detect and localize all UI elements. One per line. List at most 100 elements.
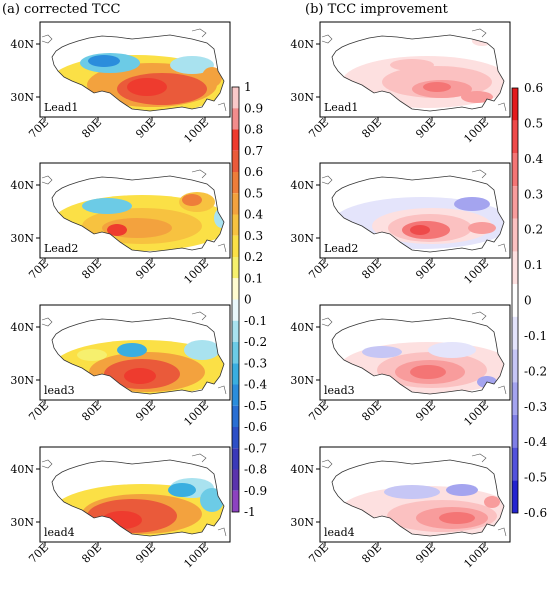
colorbar-label: -0.3 bbox=[524, 400, 547, 414]
lat-tick-label: 40N bbox=[10, 38, 34, 51]
lon-tick-label: 90E bbox=[133, 399, 158, 424]
lon-tick-label: 90E bbox=[413, 257, 438, 282]
colorbar-label: -0.1 bbox=[244, 314, 267, 328]
map-panel-right-2: Lead2 40N 30N 70E 80E 90E 100E bbox=[290, 162, 511, 287]
lat-tick-label: 30N bbox=[290, 374, 314, 387]
lat-tick-label: 40N bbox=[290, 321, 314, 334]
colorbar-swatch bbox=[232, 448, 239, 470]
lon-tick-label: 80E bbox=[79, 399, 104, 424]
panels: Lead1 40N 30N 70E 80E 90E 100E Lead1 40N 30N 70E 80… bbox=[10, 21, 511, 571]
colorbar-swatch bbox=[232, 87, 239, 109]
colorbar-label: 0 bbox=[244, 293, 252, 307]
lead-label: Lead2 bbox=[324, 242, 358, 255]
lat-tick-label: 30N bbox=[10, 91, 34, 104]
colorbar-label: -0.6 bbox=[524, 506, 547, 520]
lat-tick-label: 30N bbox=[290, 91, 314, 104]
colorbar-swatch bbox=[512, 349, 518, 383]
lead-label: lead3 bbox=[324, 384, 355, 397]
colorbar-label: -0.4 bbox=[524, 435, 548, 449]
colorbar-swatch bbox=[232, 384, 239, 406]
colorbar-swatch bbox=[232, 405, 239, 427]
lon-tick-label: 70E bbox=[26, 399, 51, 424]
colorbar-label: 0.5 bbox=[244, 186, 263, 200]
map-panel-left-4: lead4 40N 30N 70E 80E 90E 100E bbox=[10, 446, 231, 571]
colorbar-label: -0.4 bbox=[244, 378, 268, 392]
colorbar-swatch bbox=[512, 284, 518, 317]
colorbar-label: -0.6 bbox=[244, 420, 267, 434]
lat-tick-label: 30N bbox=[10, 374, 34, 387]
colorbar-label: -0.9 bbox=[244, 484, 267, 498]
colorbar-label: 1 bbox=[244, 80, 252, 94]
lon-tick-label: 90E bbox=[133, 257, 158, 282]
colorbar-label: 0.9 bbox=[244, 101, 263, 115]
lon-tick-label: 90E bbox=[133, 116, 158, 141]
colorbar-label: 0.8 bbox=[244, 123, 263, 137]
map-panel-left-1: Lead1 40N 30N 70E 80E 90E 100E bbox=[10, 21, 231, 146]
colorbar-swatch bbox=[512, 447, 518, 481]
colorbar-label: 0.2 bbox=[524, 223, 543, 237]
lead-label: Lead1 bbox=[44, 101, 78, 114]
colorbar-swatch bbox=[232, 490, 239, 512]
lead-label: Lead1 bbox=[324, 101, 358, 114]
lon-tick-label: 100E bbox=[461, 257, 491, 287]
colorbar-swatch bbox=[232, 342, 239, 364]
lon-tick-label: 80E bbox=[359, 116, 384, 141]
colorbar-swatch bbox=[232, 235, 239, 257]
colorbar-swatch bbox=[232, 299, 239, 321]
colorbar-swatch bbox=[512, 120, 518, 154]
lon-tick-label: 80E bbox=[359, 399, 384, 424]
lon-tick-label: 80E bbox=[79, 116, 104, 141]
colorbar-label: 0.7 bbox=[244, 144, 263, 158]
colorbar-swatch bbox=[232, 320, 239, 342]
colorbar-label: -0.5 bbox=[244, 399, 267, 413]
lon-tick-label: 70E bbox=[306, 257, 331, 282]
colorbar-swatch bbox=[232, 214, 239, 236]
colorbar-swatch bbox=[512, 414, 518, 448]
lat-tick-label: 30N bbox=[290, 232, 314, 245]
colorbar-label: -0.5 bbox=[524, 471, 547, 485]
colorbar-swatch bbox=[232, 172, 239, 194]
map-panel-left-2: Lead2 40N 30N 70E 80E 90E 100E bbox=[10, 162, 231, 287]
map-panel-left-3: lead3 40N 30N 70E 80E 90E 100E bbox=[10, 304, 231, 429]
colorbar-swatch bbox=[232, 193, 239, 215]
lat-tick-label: 40N bbox=[290, 463, 314, 476]
lon-tick-label: 70E bbox=[306, 399, 331, 424]
colorbar-label: 0.5 bbox=[524, 116, 543, 130]
colorbar-label: 0.2 bbox=[244, 250, 263, 264]
lon-tick-label: 100E bbox=[461, 541, 491, 571]
lon-tick-label: 100E bbox=[181, 399, 211, 429]
lat-tick-label: 40N bbox=[10, 179, 34, 192]
colorbar-swatch bbox=[512, 218, 518, 252]
lon-tick-label: 80E bbox=[359, 257, 384, 282]
colorbar-swatch bbox=[512, 251, 518, 285]
lon-tick-label: 90E bbox=[413, 541, 438, 566]
colorbar-swatch bbox=[232, 150, 239, 172]
colorbar-right: 0.6 0.5 0.4 0.3 0.2 0.1 0 -0.1 -0.2 -0.3 -0.4 -0.5 -… bbox=[511, 81, 548, 520]
colorbar-swatch bbox=[512, 480, 518, 513]
lead-label: Lead2 bbox=[44, 242, 78, 255]
lon-tick-label: 100E bbox=[461, 399, 491, 429]
lat-tick-label: 40N bbox=[290, 179, 314, 192]
colorbar-label: 0.4 bbox=[524, 152, 543, 166]
lon-tick-label: 80E bbox=[79, 541, 104, 566]
lat-tick-label: 30N bbox=[10, 516, 34, 529]
lon-tick-label: 100E bbox=[181, 116, 211, 146]
lon-tick-label: 70E bbox=[306, 541, 331, 566]
lead-label: lead4 bbox=[44, 526, 75, 539]
colorbar-label: -0.2 bbox=[244, 335, 267, 349]
colorbar-label: 0.1 bbox=[524, 258, 543, 272]
map-panel-right-3: lead3 40N 30N 70E 80E 90E 100E bbox=[290, 304, 511, 429]
colorbar-swatch bbox=[232, 278, 239, 300]
lon-tick-label: 70E bbox=[26, 116, 51, 141]
lon-tick-label: 70E bbox=[306, 116, 331, 141]
lat-tick-label: 40N bbox=[290, 38, 314, 51]
title-left: (a) corrected TCC bbox=[2, 2, 121, 17]
colorbar-left: 1 0.9 0.8 0.7 0.6 0.5 0.4 0.3 0.2 0.1 0 -0.1 -0.2 -0.… bbox=[231, 80, 268, 519]
lon-tick-label: 100E bbox=[461, 116, 491, 146]
colorbar-swatch bbox=[232, 257, 239, 279]
colorbar-label: -0.7 bbox=[244, 441, 267, 455]
colorbar-label: 0.4 bbox=[244, 208, 263, 222]
colorbar-label: -0.2 bbox=[524, 364, 547, 378]
lon-tick-label: 90E bbox=[413, 116, 438, 141]
